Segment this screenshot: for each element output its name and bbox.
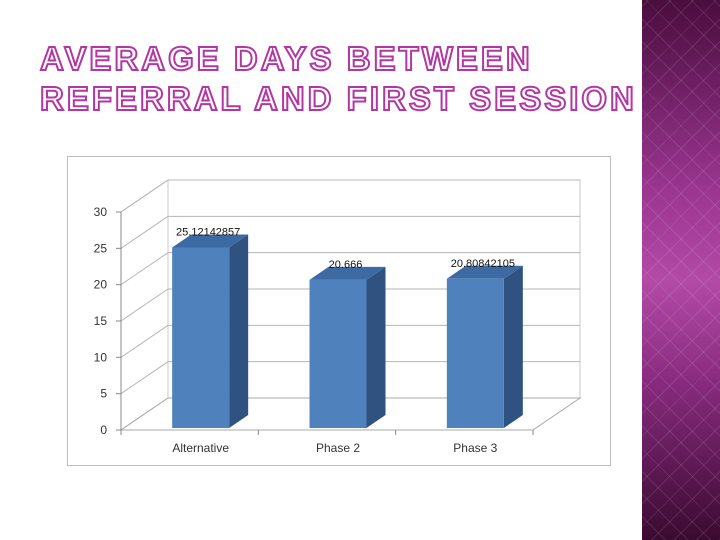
bar [446,278,504,428]
gridline-diagonal [120,252,169,286]
y-tick-label: 5 [100,387,107,401]
y-tick-label: 15 [94,314,108,328]
bar-layer [172,234,523,428]
bar-chart: 0 5 10 15 20 25 30 25.12142857 Alternative 20.666… [94,179,582,455]
x-tick-label: Phase 2 [316,441,360,455]
y-tick-label: 25 [94,241,108,255]
y-tick-label: 20 [94,278,108,292]
y-tick-label: 30 [94,205,108,219]
y-tick-label: 10 [94,350,108,364]
axis-layer [116,211,534,435]
bar-side-face [503,265,523,428]
slide-title-line-1: AVERAGE DAYS BETWEEN [40,40,533,77]
gridline-diagonal [120,179,169,213]
bar-data-label: 20.666 [329,259,363,271]
y-tick-label: 0 [100,423,107,437]
gridline-diagonal [120,288,169,322]
bar-top-face [309,266,386,280]
gridline-diagonal [120,215,169,249]
gridline-diagonal [120,361,169,395]
bar-side-face [229,234,249,428]
label-layer: 0 5 10 15 20 25 30 25.12142857 Alternative 20.666… [94,205,515,455]
decorative-side-panel [642,0,720,540]
x-tick-label: Alternative [172,441,229,455]
x-tick-label: Phase 3 [453,441,497,455]
slide-title-line-2: REFERRAL AND FIRST SESSION [40,80,637,117]
bar [172,247,230,428]
bar-data-label: 25.12142857 [176,226,240,238]
bar-data-label: 20.80842105 [451,258,515,270]
slide-title: AVERAGE DAYS BETWEEN REFERRAL AND FIRST … [39,39,637,118]
bar-side-face [366,266,386,428]
bar-top-face [172,234,249,248]
bar [309,279,367,428]
bar-top-face [446,265,523,279]
chart-frame: 0 5 10 15 20 25 30 25.12142857 Alternative 20.666… [67,156,611,466]
gridline-diagonal [120,324,169,358]
